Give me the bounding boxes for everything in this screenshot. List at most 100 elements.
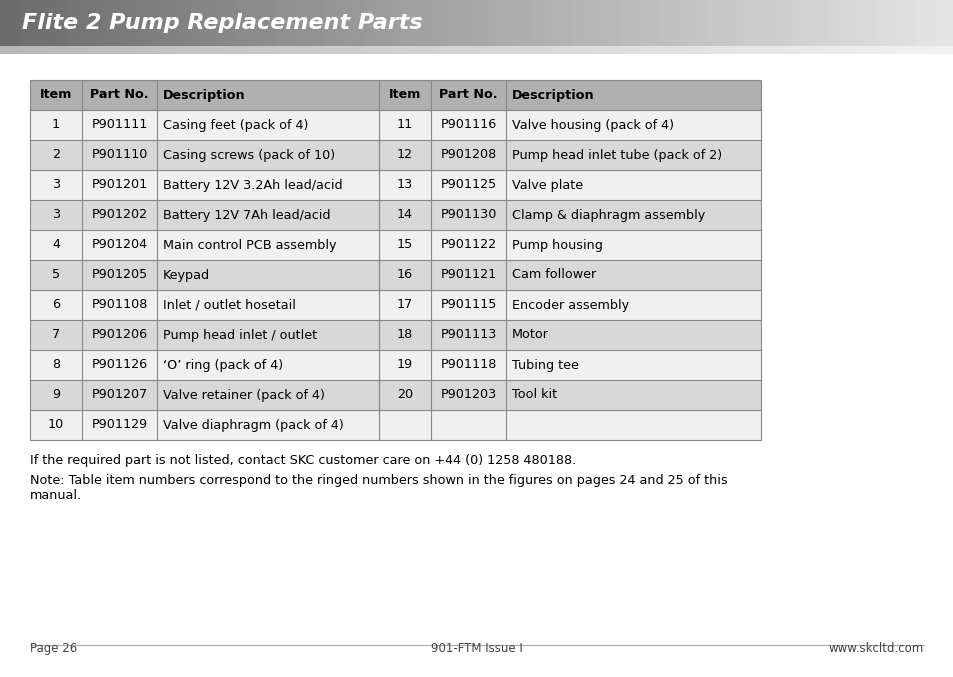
Bar [343, 46, 354, 54]
Bar [496, 46, 506, 54]
Text: Battery 12V 3.2Ah lead/acid: Battery 12V 3.2Ah lead/acid [163, 179, 342, 192]
Bar [648, 46, 659, 54]
Bar [378, 350, 760, 380]
Text: 14: 14 [396, 209, 413, 221]
Bar [886, 46, 897, 54]
Bar [886, 0, 897, 46]
Bar [667, 0, 678, 46]
Text: 15: 15 [396, 238, 413, 251]
Bar [391, 46, 401, 54]
Bar [486, 46, 497, 54]
Bar [314, 0, 325, 46]
Bar [95, 46, 106, 54]
Bar [753, 46, 763, 54]
Bar [334, 46, 344, 54]
Bar [686, 46, 697, 54]
Bar [629, 46, 639, 54]
Bar [162, 0, 172, 46]
Text: 10: 10 [48, 418, 64, 431]
Bar [0, 0, 10, 46]
Bar [734, 0, 744, 46]
Text: P901204: P901204 [91, 238, 148, 251]
Bar [229, 46, 239, 54]
Bar [943, 0, 953, 46]
Bar [378, 140, 760, 170]
Text: 2: 2 [52, 148, 60, 162]
Text: 1: 1 [51, 118, 60, 131]
Bar [210, 0, 220, 46]
Bar [152, 46, 163, 54]
Text: P901116: P901116 [440, 118, 497, 131]
Bar [105, 0, 115, 46]
Bar [848, 46, 859, 54]
Bar [133, 46, 144, 54]
Bar [76, 46, 87, 54]
Bar [705, 0, 716, 46]
Bar [781, 0, 792, 46]
Bar [295, 46, 306, 54]
Bar [486, 0, 497, 46]
Text: Flite 2 Pump Replacement Parts: Flite 2 Pump Replacement Parts [22, 13, 422, 33]
Bar [181, 0, 192, 46]
Bar [0, 46, 10, 54]
Text: 5: 5 [51, 269, 60, 282]
Bar [172, 46, 182, 54]
Text: If the required part is not listed, contact SKC customer care on +44 (0) 1258 48: If the required part is not listed, cont… [30, 454, 576, 467]
Bar [276, 0, 287, 46]
Bar [305, 0, 315, 46]
Text: 9: 9 [52, 389, 60, 401]
Bar [381, 46, 392, 54]
Bar [629, 0, 639, 46]
Bar [86, 46, 96, 54]
Bar [801, 46, 811, 54]
Bar [324, 0, 335, 46]
Text: Encoder assembly: Encoder assembly [512, 299, 628, 311]
Bar [829, 46, 840, 54]
Bar [467, 0, 477, 46]
Text: ‘O’ ring (pack of 4): ‘O’ ring (pack of 4) [163, 359, 283, 372]
Bar [29, 0, 39, 46]
Text: P901203: P901203 [440, 389, 497, 401]
Bar [924, 0, 935, 46]
Bar [181, 46, 192, 54]
Bar [48, 46, 58, 54]
Text: Tubing tee: Tubing tee [512, 359, 578, 372]
Bar [378, 170, 760, 200]
Bar [353, 0, 363, 46]
Bar [553, 46, 563, 54]
Bar [572, 46, 582, 54]
Bar [95, 0, 106, 46]
Bar [591, 46, 601, 54]
Bar [600, 46, 611, 54]
Bar [696, 46, 706, 54]
Text: Item: Item [40, 89, 72, 102]
Bar [124, 46, 134, 54]
Text: 19: 19 [396, 359, 413, 372]
Bar [30, 200, 378, 230]
Bar [400, 46, 411, 54]
Text: 11: 11 [396, 118, 413, 131]
Bar [839, 46, 849, 54]
Text: Casing feet (pack of 4): Casing feet (pack of 4) [163, 118, 308, 131]
Text: P901110: P901110 [91, 148, 148, 162]
Bar [286, 46, 296, 54]
Text: Battery 12V 7Ah lead/acid: Battery 12V 7Ah lead/acid [163, 209, 330, 221]
Bar [30, 350, 378, 380]
Bar [248, 46, 258, 54]
Text: Note: Table item numbers correspond to the ringed numbers shown in the figures o: Note: Table item numbers correspond to t… [30, 474, 727, 502]
Bar [734, 46, 744, 54]
Text: P901118: P901118 [440, 359, 497, 372]
Bar [896, 46, 906, 54]
Bar [57, 46, 68, 54]
Bar [38, 0, 49, 46]
Bar [839, 0, 849, 46]
Bar [419, 0, 430, 46]
Text: P901113: P901113 [440, 328, 497, 341]
Bar [124, 0, 134, 46]
Bar [29, 46, 39, 54]
Text: Valve diaphragm (pack of 4): Valve diaphragm (pack of 4) [163, 418, 343, 431]
Bar [324, 46, 335, 54]
Bar [934, 46, 944, 54]
Bar [772, 46, 782, 54]
Text: Item: Item [389, 89, 420, 102]
